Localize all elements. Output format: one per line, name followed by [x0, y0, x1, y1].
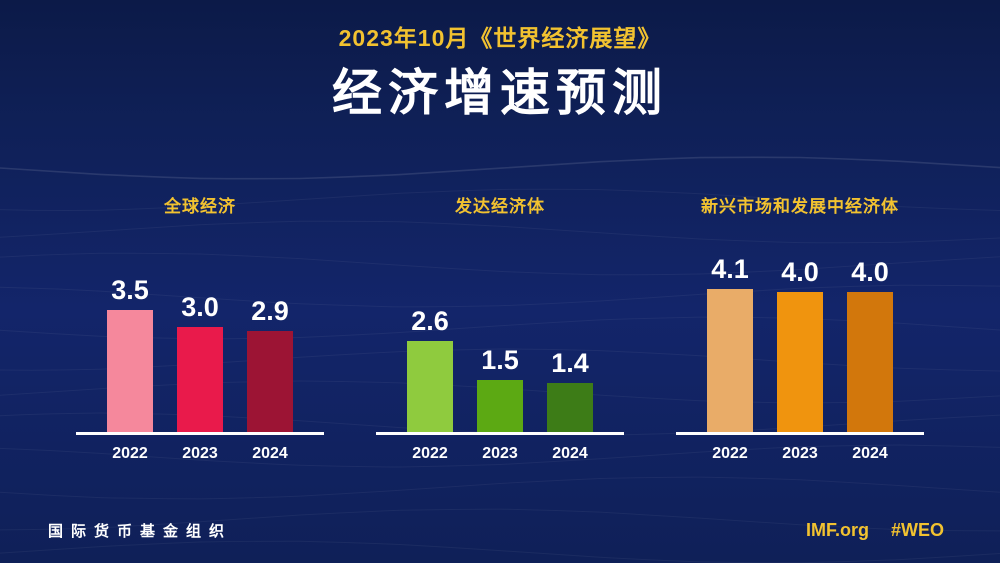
- year-label: 2024: [852, 445, 888, 462]
- bars-row: 4.1 4.0 4.0: [707, 232, 893, 432]
- bar: [547, 383, 593, 432]
- chart-group: 新兴市场和发展中经济体 4.1 4.0 4.0 2022 2023 2024: [676, 196, 924, 463]
- axis-baseline: [676, 432, 924, 435]
- year-labels: 2022 2023 2024: [107, 445, 293, 463]
- bar-value-label: 1.4: [551, 348, 589, 378]
- bar-value-label: 4.0: [781, 257, 819, 287]
- bar: [107, 309, 153, 432]
- year-label: 2023: [782, 445, 818, 462]
- axis-baseline: [76, 432, 324, 435]
- bars-row: 3.5 3.0 2.9: [107, 232, 293, 432]
- year-label: 2022: [712, 445, 748, 462]
- bars-row: 2.6 1.5 1.4: [407, 232, 593, 432]
- bar-value-label: 1.5: [481, 344, 519, 375]
- footer-links: IMF.org #WEO: [806, 520, 944, 541]
- header: 2023年10月《世界经济展望》 经济增速预测: [0, 24, 1000, 122]
- chart-group: 全球经济 3.5 3.0 2.9 2022 2023 2024: [76, 196, 324, 463]
- group-title: 全球经济: [164, 197, 236, 216]
- bar-value-label: 4.1: [711, 253, 749, 284]
- year-label: 2023: [482, 445, 518, 462]
- year-labels: 2022 2023 2024: [707, 445, 893, 463]
- bar: [407, 341, 453, 432]
- year-label: 2023: [182, 445, 218, 462]
- bar: [707, 288, 753, 432]
- bar: [477, 379, 523, 432]
- year-label: 2024: [552, 445, 588, 462]
- chart-groups: 全球经济 3.5 3.0 2.9 2022 2023 2024 发达经济体 2.6 1.5 1.4 2…: [0, 196, 1000, 463]
- axis-baseline: [376, 432, 624, 435]
- bar: [777, 292, 823, 432]
- bar-value-label: 2.9: [251, 295, 289, 326]
- bar-value-label: 3.0: [181, 292, 219, 322]
- year-labels: 2022 2023 2024: [407, 445, 593, 463]
- bar-column: 1.5: [477, 344, 523, 432]
- bar-column: 4.0: [777, 257, 823, 432]
- group-title: 发达经济体: [455, 197, 545, 216]
- bar: [847, 292, 893, 432]
- year-label: 2024: [252, 445, 288, 462]
- imf-name-label: 国际货币基金组织: [48, 523, 233, 540]
- chart-group: 发达经济体 2.6 1.5 1.4 2022 2023 2024: [376, 196, 624, 463]
- bar-column: 2.9: [247, 295, 293, 432]
- bar: [177, 327, 223, 432]
- bar-column: 1.4: [547, 348, 593, 432]
- bar-column: 4.0: [847, 257, 893, 432]
- bar-value-label: 3.5: [111, 274, 149, 305]
- report-subtitle: 2023年10月《世界经济展望》: [338, 25, 662, 51]
- page-title: 经济增速预测: [332, 65, 668, 121]
- bar: [247, 330, 293, 432]
- year-label: 2022: [112, 445, 148, 462]
- bar-value-label: 2.6: [411, 306, 449, 336]
- bar-column: 4.1: [707, 253, 753, 432]
- bar-column: 3.0: [177, 292, 223, 432]
- bar-value-label: 4.0: [851, 257, 889, 287]
- weo-hashtag: #WEO: [890, 520, 944, 540]
- bar-column: 2.6: [407, 306, 453, 432]
- bar-column: 3.5: [107, 274, 153, 432]
- year-label: 2022: [412, 445, 448, 462]
- imf-org-link: IMF.org: [805, 520, 869, 540]
- group-title: 新兴市场和发展中经济体: [701, 197, 899, 216]
